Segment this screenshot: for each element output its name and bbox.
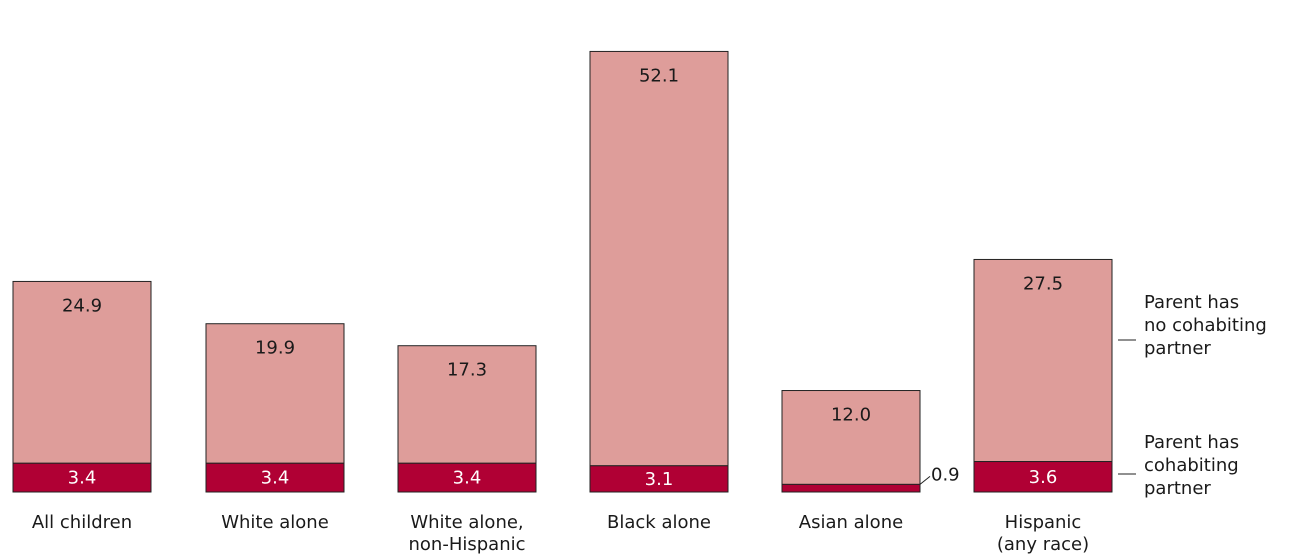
- legend: Parent has no cohabiting partner Parent has…: [1118, 292, 1267, 499]
- category-label: Hispanic (any race): [997, 512, 1089, 555]
- value-label-total: 27.5: [1023, 273, 1063, 294]
- category-label: White alone, non-Hispanic: [409, 512, 526, 555]
- value-label-total: 52.1: [639, 65, 679, 86]
- bar-no-cohabiting-partner: [12, 280, 152, 464]
- value-label-cohabiting: 0.9: [931, 464, 960, 485]
- legend-no-cohabiting-partner: Parent has no cohabiting partner: [1144, 292, 1267, 359]
- value-labels-group: 24.9 3.4 19.9 3.4 17.3 3.4 52.1 3.1 12.0 0.9 27.5 3…: [62, 65, 1063, 489]
- bar-cohabiting-partner: [397, 462, 537, 493]
- category-label: White alone: [221, 512, 329, 533]
- value-label-cohabiting: 3.4: [68, 468, 97, 489]
- value-label-cohabiting: 3.6: [1029, 467, 1058, 488]
- value-label-cohabiting: 3.1: [645, 469, 674, 490]
- bars-group: [12, 50, 1113, 493]
- bar-cohabiting-partner: [205, 462, 345, 493]
- bar-cohabiting-partner: [12, 462, 152, 493]
- value-label-total: 12.0: [831, 405, 871, 426]
- value-label-cohabiting: 3.4: [453, 468, 482, 489]
- bar-no-cohabiting-partner: [589, 50, 729, 467]
- legend-cohabiting-partner: Parent has cohabiting partner: [1144, 432, 1239, 499]
- value-label-cohabiting: 3.4: [261, 468, 290, 489]
- category-label: Black alone: [607, 512, 711, 533]
- category-labels-group: All children White alone White alone, non-H…: [32, 512, 1089, 555]
- value-label-total: 24.9: [62, 295, 102, 316]
- bar-cohabiting-partner: [973, 461, 1113, 493]
- callout-line: [919, 475, 931, 485]
- bar-no-cohabiting-partner: [205, 323, 345, 464]
- category-label: Asian alone: [799, 512, 903, 533]
- value-label-total: 19.9: [255, 338, 295, 359]
- bar-cohabiting-partner: [589, 465, 729, 493]
- bar-cohabiting-partner: [781, 483, 921, 493]
- category-label: All children: [32, 512, 132, 533]
- bar-no-cohabiting-partner: [397, 345, 537, 464]
- value-label-total: 17.3: [447, 360, 487, 381]
- bar-no-cohabiting-partner: [781, 390, 921, 485]
